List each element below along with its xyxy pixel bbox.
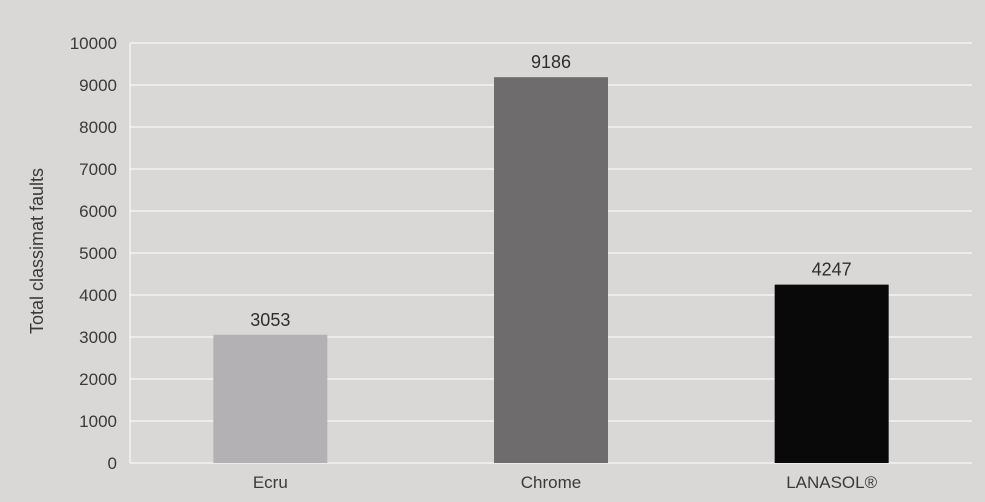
data-label: 9186 [531, 52, 571, 72]
y-tick-label: 5000 [79, 244, 117, 263]
bars [213, 77, 889, 464]
bar-0 [213, 334, 328, 463]
data-label: 4247 [812, 260, 852, 280]
y-tick-label: 8000 [79, 118, 117, 137]
y-tick-label: 0 [108, 454, 117, 473]
x-category-label: Chrome [521, 473, 581, 492]
y-axis-title: Total classimat faults [27, 168, 47, 334]
y-tick-label: 10000 [70, 34, 117, 53]
y-tick-label: 2000 [79, 370, 117, 389]
y-tick-label: 1000 [79, 412, 117, 431]
x-category-label: Ecru [253, 473, 288, 492]
y-tick-label: 9000 [79, 76, 117, 95]
y-tick-label: 4000 [79, 286, 117, 305]
y-axis-ticks: 0 1000 2000 3000 4000 5000 6000 7000 8000 9000 100… [70, 34, 117, 473]
data-labels: 3053 9186 4247 [250, 52, 851, 330]
y-tick-label: 3000 [79, 328, 117, 347]
data-label: 3053 [250, 310, 290, 330]
y-tick-label: 7000 [79, 160, 117, 179]
bar-2 [774, 284, 889, 463]
y-tick-label: 6000 [79, 202, 117, 221]
x-axis-categories: Ecru Chrome LANASOL® [253, 473, 878, 492]
x-category-label: LANASOL® [786, 473, 877, 492]
bar-1 [494, 77, 608, 464]
